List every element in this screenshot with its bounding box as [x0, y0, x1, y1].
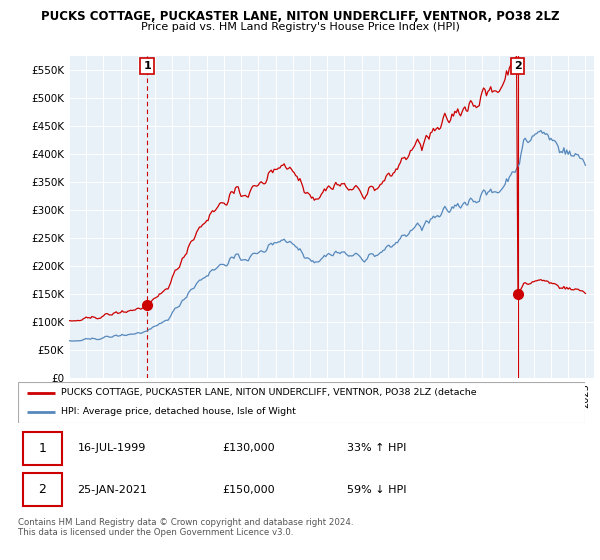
Text: 2: 2: [38, 483, 46, 496]
Text: PUCKS COTTAGE, PUCKASTER LANE, NITON UNDERCLIFF, VENTNOR, PO38 2LZ: PUCKS COTTAGE, PUCKASTER LANE, NITON UND…: [41, 10, 559, 23]
Text: 25-JAN-2021: 25-JAN-2021: [77, 485, 148, 495]
FancyBboxPatch shape: [18, 382, 585, 423]
Text: Price paid vs. HM Land Registry's House Price Index (HPI): Price paid vs. HM Land Registry's House …: [140, 22, 460, 32]
Text: 33% ↑ HPI: 33% ↑ HPI: [347, 443, 406, 453]
FancyBboxPatch shape: [23, 473, 62, 506]
FancyBboxPatch shape: [23, 432, 62, 465]
Text: 2: 2: [514, 61, 521, 71]
Text: 16-JUL-1999: 16-JUL-1999: [77, 443, 146, 453]
Text: £130,000: £130,000: [222, 443, 275, 453]
Text: This data is licensed under the Open Government Licence v3.0.: This data is licensed under the Open Gov…: [18, 528, 293, 536]
Text: £150,000: £150,000: [222, 485, 275, 495]
Text: PUCKS COTTAGE, PUCKASTER LANE, NITON UNDERCLIFF, VENTNOR, PO38 2LZ (detache: PUCKS COTTAGE, PUCKASTER LANE, NITON UND…: [61, 389, 476, 398]
Text: 1: 1: [143, 61, 151, 71]
Text: 1: 1: [38, 442, 46, 455]
Text: Contains HM Land Registry data © Crown copyright and database right 2024.: Contains HM Land Registry data © Crown c…: [18, 518, 353, 527]
Text: 59% ↓ HPI: 59% ↓ HPI: [347, 485, 406, 495]
Text: HPI: Average price, detached house, Isle of Wight: HPI: Average price, detached house, Isle…: [61, 407, 295, 416]
